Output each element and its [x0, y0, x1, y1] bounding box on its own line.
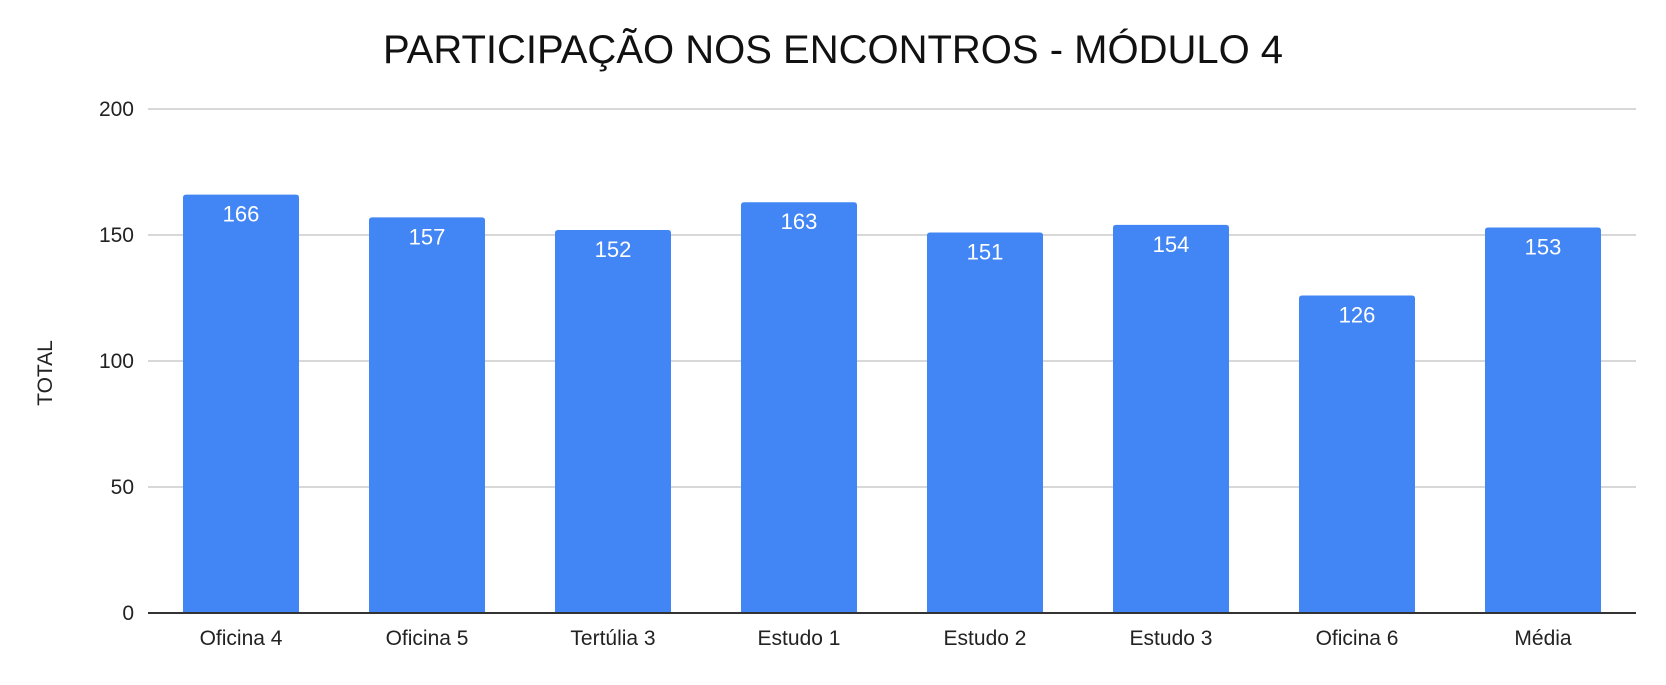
x-tick-label: Oficina 4	[200, 627, 283, 650]
data-label: 166	[223, 202, 260, 227]
x-tick-label: Estudo 2	[944, 627, 1027, 650]
y-axis-ticks: 0 50 100 150 200	[99, 98, 134, 625]
y-tick-label: 200	[99, 98, 134, 121]
x-tick-label: Média	[1514, 627, 1572, 650]
data-label: 126	[1339, 302, 1376, 327]
data-labels: 166 157 152 163 151 154 126 153	[223, 202, 1562, 328]
bar	[555, 229, 671, 613]
data-label: 163	[781, 209, 818, 234]
y-tick-label: 0	[122, 602, 134, 625]
bar	[1299, 295, 1415, 613]
bar	[183, 194, 299, 613]
x-tick-label: Estudo 3	[1130, 627, 1213, 650]
x-tick-label: Tertúlia 3	[570, 627, 655, 650]
x-tick-label: Estudo 1	[758, 627, 841, 650]
data-label: 152	[595, 237, 632, 262]
y-tick-label: 150	[99, 224, 134, 247]
data-label: 157	[409, 224, 446, 249]
x-tick-label: Oficina 5	[386, 627, 469, 650]
bar	[1113, 224, 1229, 614]
chart-title: PARTICIPAÇÃO NOS ENCONTROS - MÓDULO 4	[382, 28, 1284, 72]
data-label: 153	[1525, 234, 1562, 259]
bar	[741, 202, 857, 614]
data-label: 151	[967, 239, 1004, 264]
x-axis-ticks: Oficina 4 Oficina 5 Tertúlia 3 Estudo 1 Estu…	[200, 627, 1572, 650]
bars	[183, 194, 1601, 614]
bar	[1485, 227, 1601, 613]
y-tick-label: 50	[111, 476, 134, 499]
bar	[369, 217, 485, 614]
x-tick-label: Oficina 6	[1316, 627, 1399, 650]
y-axis-label: TOTAL	[34, 340, 57, 406]
data-label: 154	[1153, 232, 1190, 257]
bar	[927, 232, 1043, 614]
y-tick-label: 100	[99, 350, 134, 373]
